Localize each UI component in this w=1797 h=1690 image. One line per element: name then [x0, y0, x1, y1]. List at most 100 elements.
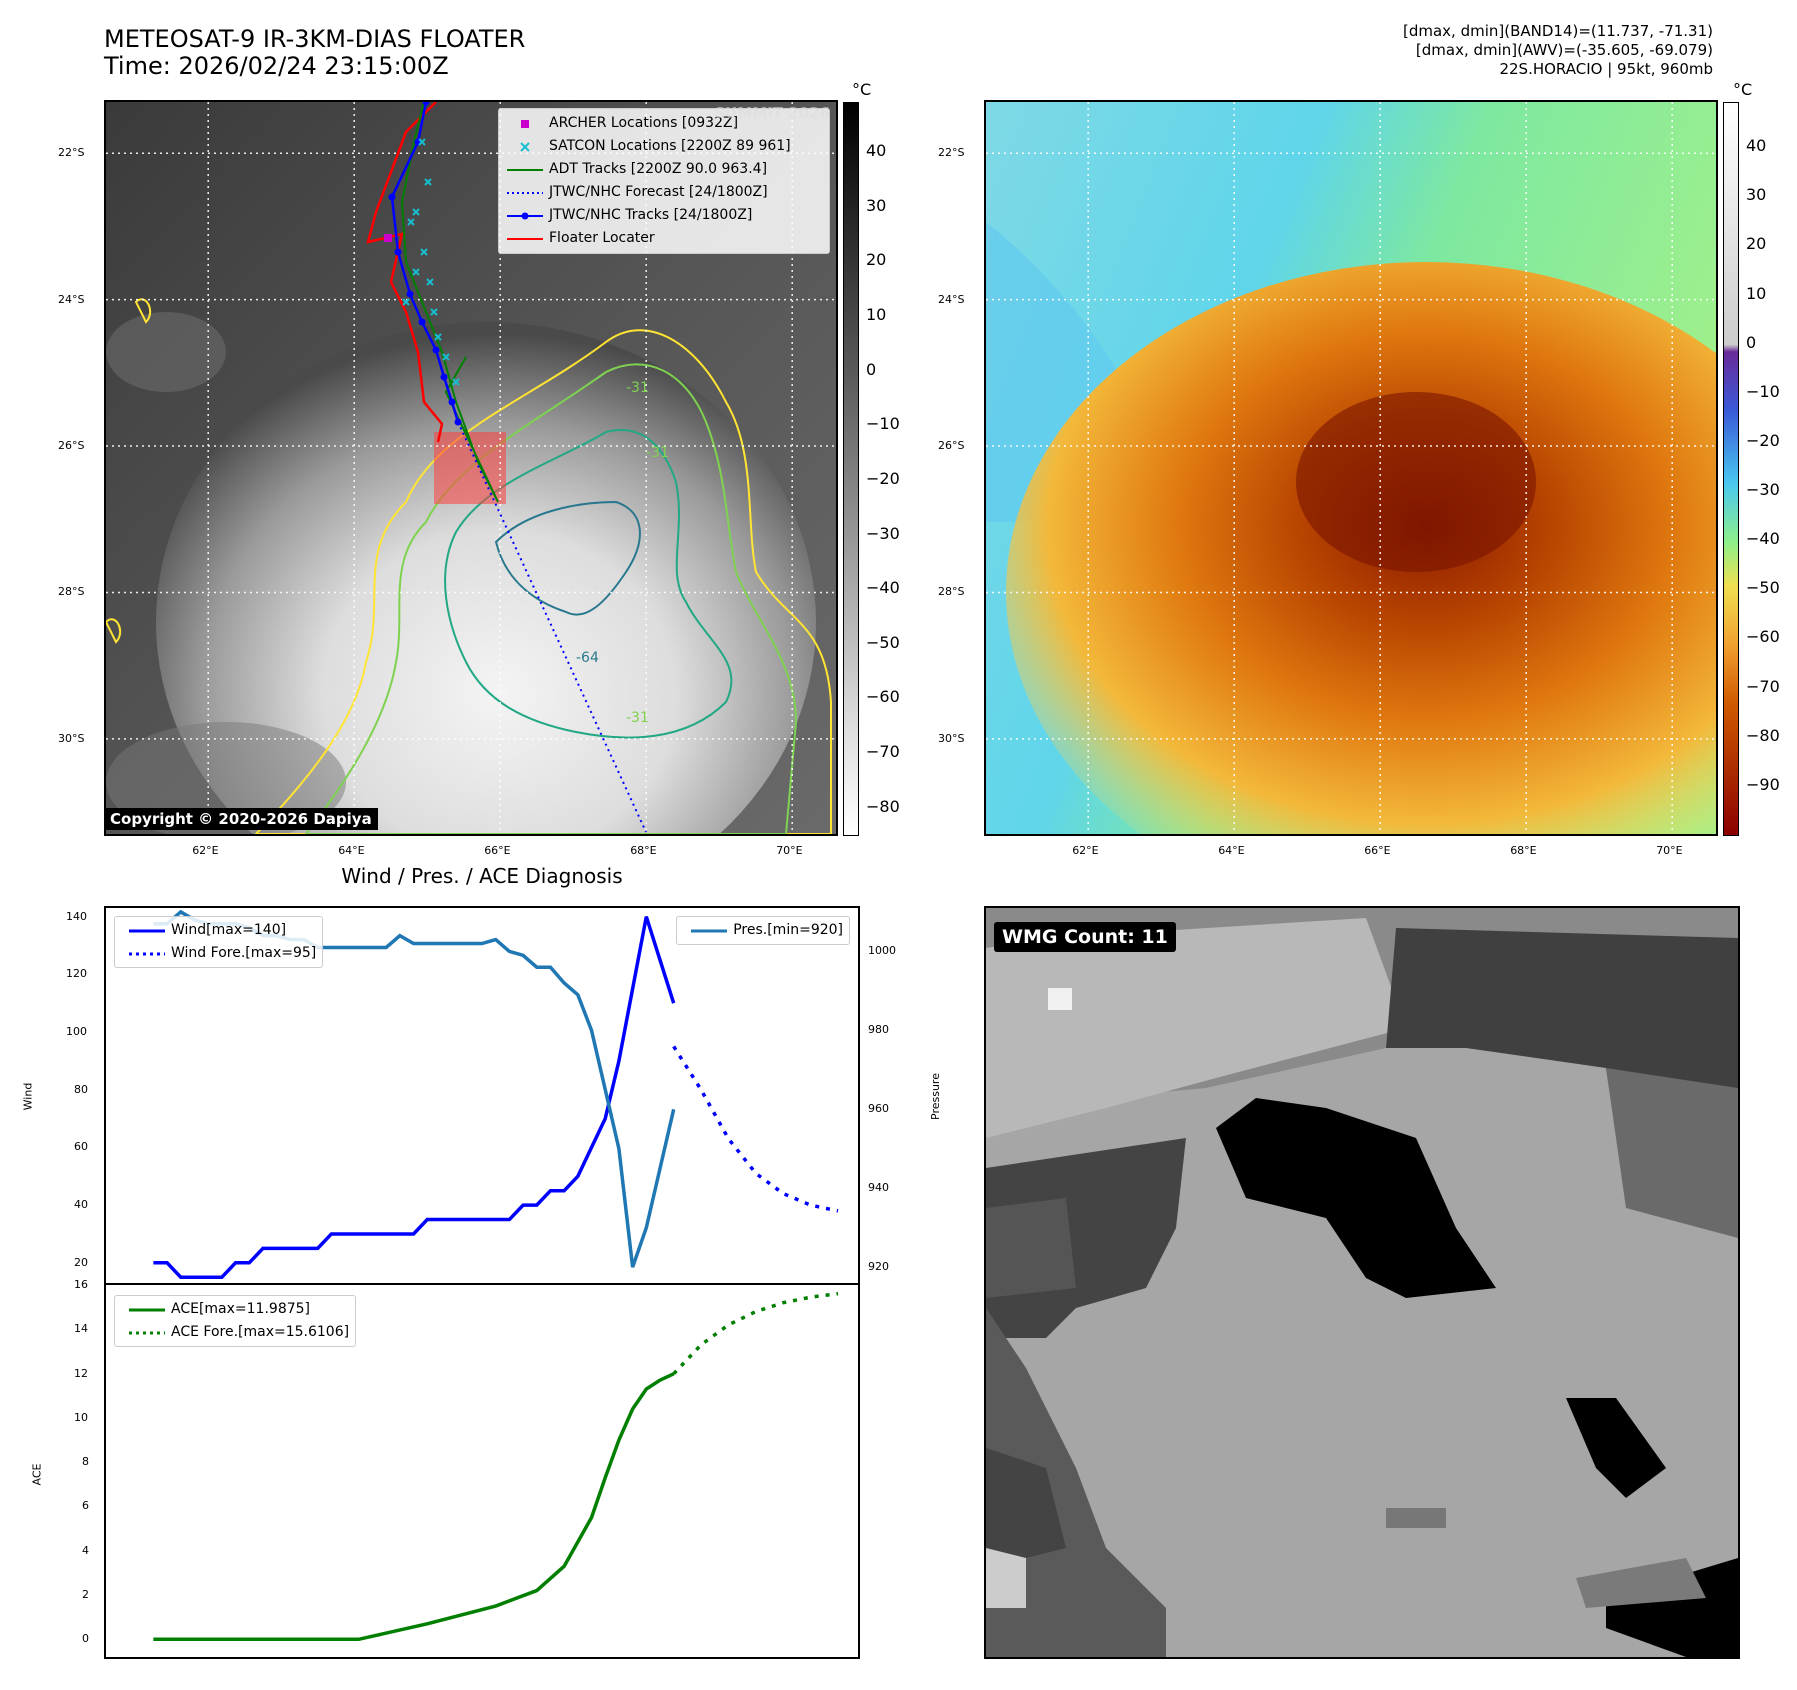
- awv-lon-label-3: 68°E: [1510, 844, 1537, 857]
- map-legend-label-1: SATCON Locations [2200Z 89 961]: [549, 138, 791, 154]
- legend-ace-fore-label: ACE Fore.[max=15.6106]: [171, 1324, 350, 1340]
- map-legend-item-4: JTWC/NHC Tracks [24/1800Z]: [499, 204, 829, 227]
- satcon-location-10: [402, 298, 410, 306]
- contour-label-2: -64: [576, 650, 599, 666]
- wind-tick-4: 100: [66, 1025, 87, 1039]
- legend-pres: Pres.[min=920]: [683, 919, 843, 942]
- title-line-1: METEOSAT-9 IR-3KM-DIAS FLOATER: [104, 25, 526, 53]
- legend-wind-fore-swatch: [129, 952, 165, 956]
- map-legend-label-2: ADT Tracks [2200Z 90.0 963.4]: [549, 161, 768, 177]
- ace-tick-3: 6: [82, 1499, 89, 1513]
- awv-overlay: [986, 102, 1716, 834]
- map-legend-swatch-5: [507, 238, 543, 240]
- map-legend-item-1: SATCON Locations [2200Z 89 961]: [499, 135, 829, 158]
- awv-cb-tick-5: −10: [1746, 381, 1780, 401]
- satcon-location-9: [412, 268, 420, 276]
- wmg-count-badge: WMG Count: 11: [994, 922, 1176, 952]
- legend-wind-fore-label: Wind Fore.[max=95]: [171, 945, 317, 961]
- copyright-badge: Copyright © 2020-2026 Dapiya: [104, 808, 378, 830]
- wind-tick-3: 80: [74, 1082, 88, 1096]
- awv-cb-tick-4: 0: [1746, 332, 1757, 352]
- map-legend-swatch-2: [507, 169, 543, 171]
- ir-lat-label-0: 22°S: [58, 146, 85, 160]
- jtwc-track-point-8: [448, 398, 456, 406]
- legend-wind-fore: Wind Fore.[max=95]: [121, 942, 316, 965]
- pres-tick-2: 960: [868, 1102, 889, 1116]
- jtwc-forecast-track: [457, 421, 647, 833]
- awv-cb-tick-11: −70: [1746, 676, 1780, 696]
- title-line-2: Time: 2026/02/24 23:15:00Z: [104, 52, 449, 80]
- ir-lon-label-4: 70°E: [776, 844, 803, 857]
- ace-legend: ACE[max=11.9875] ACE Fore.[max=15.6106]: [114, 1295, 357, 1347]
- awv-cb-tick-9: −50: [1746, 578, 1780, 598]
- satcon-location-2: [412, 208, 420, 216]
- jtwc-track-point-6: [432, 346, 440, 354]
- ir-lat-label-2: 26°S: [58, 439, 85, 453]
- pres-tick-3: 980: [868, 1023, 889, 1037]
- ir-cb-tick-8: −40: [866, 578, 900, 598]
- ace-tick-7: 14: [74, 1322, 88, 1336]
- pressure-axis-label: Pressure: [928, 1073, 942, 1120]
- legend-wind: Wind[max=140]: [121, 919, 316, 942]
- ace-tick-8: 16: [74, 1278, 88, 1291]
- legend-ace-label: ACE[max=11.9875]: [171, 1301, 311, 1317]
- map-legend-label-0: ARCHER Locations [0932Z]: [549, 115, 739, 131]
- ir-colorbar-unit: °C: [852, 80, 872, 99]
- awv-map-panel: [984, 100, 1718, 836]
- contour-label-1: -31: [646, 445, 669, 461]
- satcon-location-6: [434, 333, 442, 341]
- ace-tick-5: 10: [74, 1410, 88, 1424]
- ir-lat-label-4: 30°S: [58, 731, 85, 745]
- ir-lon-label-2: 66°E: [484, 844, 511, 857]
- legend-wind-label: Wind[max=140]: [171, 922, 287, 938]
- jtwc-track-point-2: [388, 193, 396, 201]
- legend-ace-fore: ACE Fore.[max=15.6106]: [121, 1321, 349, 1344]
- map-legend-label-4: JTWC/NHC Tracks [24/1800Z]: [549, 207, 753, 223]
- diagnosis-title: Wind / Pres. / ACE Diagnosis: [341, 864, 623, 888]
- map-legend-swatch-4: [507, 212, 543, 220]
- pres-tick-1: 940: [868, 1181, 889, 1195]
- map-legend-label-3: JTWC/NHC Forecast [24/1800Z]: [549, 184, 768, 200]
- ace-panel: ACE[max=11.9875] ACE Fore.[max=15.6106]: [104, 1283, 860, 1659]
- archer-location: [384, 234, 392, 242]
- legend-pres-swatch: [691, 929, 728, 933]
- wind-tick-1: 40: [74, 1198, 88, 1212]
- ir-lon-label-0: 62°E: [192, 844, 219, 857]
- jtwc-track-point-3: [394, 248, 402, 256]
- awv-map-image: [986, 102, 1716, 834]
- info-line-2: [dmax, dmin](AWV)=(-35.605, -69.079): [1415, 41, 1713, 59]
- watermark: SUMMIT 2026: [714, 104, 830, 122]
- wind-tick-6: 140: [66, 909, 87, 923]
- awv-lon-label-1: 64°E: [1218, 844, 1245, 857]
- ir-cb-tick-10: −60: [866, 687, 900, 707]
- contour-label-0: -31: [626, 380, 649, 396]
- ir-cb-tick-9: −50: [866, 632, 900, 652]
- awv-lon-label-4: 70°E: [1656, 844, 1683, 857]
- ace-tick-2: 4: [82, 1543, 89, 1557]
- adt-track: [400, 102, 499, 503]
- info-line-3: 22S.HORACIO | 95kt, 960mb: [1499, 60, 1713, 78]
- satcon-location-7: [442, 353, 450, 361]
- satcon-location-11: [407, 218, 415, 226]
- contour-label-3: -31: [626, 710, 649, 726]
- floater-track: [366, 102, 444, 443]
- wind-pres-panel: Wind[max=140] Wind Fore.[max=95] Pres.[m…: [104, 906, 860, 1285]
- awv-lat-label-4: 30°S: [938, 731, 965, 745]
- awv-lon-label-0: 62°E: [1072, 844, 1099, 857]
- ace-tick-4: 8: [82, 1455, 89, 1469]
- ir-lon-label-1: 64°E: [338, 844, 365, 857]
- ir-cb-tick-6: −20: [866, 468, 900, 488]
- map-legend-swatch-1: [520, 142, 530, 152]
- jtwc-track-point-0: [422, 102, 430, 106]
- ace-axis-label: ACE: [30, 1463, 44, 1486]
- map-legend-swatch-0: [521, 120, 529, 128]
- awv-cb-tick-7: −30: [1746, 480, 1780, 500]
- awv-colorbar: [1723, 102, 1739, 836]
- awv-cb-tick-0: 40: [1746, 136, 1767, 156]
- awv-cb-tick-8: −40: [1746, 529, 1780, 549]
- ir-cb-tick-2: 20: [866, 250, 887, 270]
- ace-tick-0: 0: [82, 1632, 89, 1646]
- awv-cb-tick-13: −90: [1746, 774, 1780, 794]
- ace-tick-1: 2: [82, 1588, 89, 1601]
- jtwc-track: [390, 102, 460, 423]
